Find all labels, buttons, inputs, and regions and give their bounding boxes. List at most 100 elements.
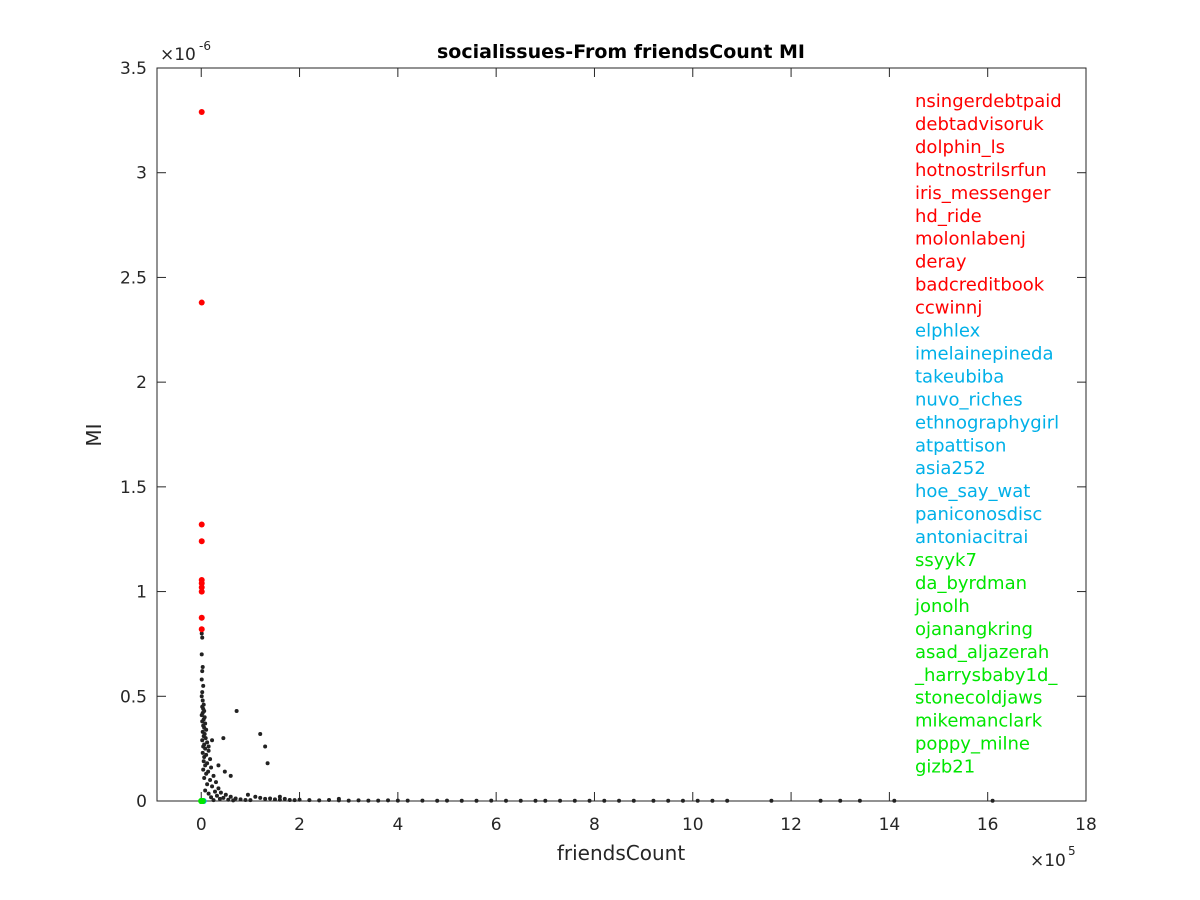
data-point-background [307,798,312,803]
y-multiplier: ×10 -6 [160,39,211,65]
data-point-background [199,631,204,636]
data-point-background [857,798,862,803]
data-point-background [253,794,258,799]
legend-entry: ccwinnj [915,298,982,319]
data-point-background [558,798,563,803]
data-point-background [204,727,209,732]
legend-entry: ssyyk7 [915,550,977,571]
x-multiplier: ×10 5 [1030,844,1076,871]
data-point-background [695,798,700,803]
data-point-background [202,755,207,760]
data-point-background [203,736,208,741]
data-point-background [587,798,592,803]
legend-entry: antoniacitrai [915,527,1028,548]
x-multiplier-exponent: 5 [1068,844,1076,858]
data-point-background [231,798,236,803]
y-axis-label: MI [82,423,106,446]
data-point-background [405,798,410,803]
legend-entry: hoe_say_wat [915,481,1030,502]
x-tick-label: 2 [294,815,305,835]
data-point-background [533,798,538,803]
y-tick-label: 2.5 [120,268,147,288]
data-point-background [710,798,715,803]
data-point-background [213,780,218,785]
y-tick-label: 3 [136,164,147,184]
data-point-background [543,798,548,803]
data-point-background [518,798,523,803]
data-point-background [206,748,211,753]
data-point-background [200,738,205,743]
data-point-background [211,773,216,778]
data-point-background [356,798,361,803]
x-tick-label: 12 [780,815,802,835]
legend-entry: ethnographygirl [915,412,1059,433]
data-point-background [838,798,843,803]
data-point-background [248,798,253,803]
data-point-background [420,798,425,803]
data-point-top [198,626,205,633]
data-point-background [234,708,239,713]
data-point-background [346,798,351,803]
data-point-background [204,771,209,776]
x-multiplier-base: ×10 [1030,851,1066,871]
legend-entry: molonlabenj [915,229,1026,250]
data-point-background [243,797,248,802]
data-point-bottom [198,798,205,804]
data-point-top [198,299,205,306]
y-multiplier-exponent: -6 [199,39,211,53]
y-tick-label: 1.5 [120,478,147,498]
data-point-background [199,713,204,718]
data-point-background [205,782,210,787]
legend-entry: hd_ride [915,206,982,227]
data-point-background [226,797,231,802]
data-point-background [206,791,211,796]
legend-entry: asad_aljazerah [915,642,1049,663]
data-point-background [216,763,221,768]
y-tick-label: 0 [136,792,147,812]
data-point-background [209,765,214,770]
data-point-background [206,744,211,749]
data-point-background [199,694,204,699]
data-point-background [200,719,205,724]
legend-entry: dolphin_ls [915,137,1005,158]
data-point-background [990,798,995,803]
y-tick-label: 2 [136,373,147,393]
data-point-top [198,108,205,115]
data-point-background [666,798,671,803]
data-point-background [203,763,208,768]
data-point-top [198,614,205,621]
data-point-background [199,652,204,657]
data-point-background [277,794,282,799]
data-point-background [210,784,215,789]
data-point-background [245,792,250,797]
legend-entry: paniconosdisc [915,504,1042,525]
data-point-background [263,796,268,801]
data-point-background [218,790,223,795]
data-point-background [435,798,440,803]
data-point-background [292,798,297,803]
chart-title: socialissues-From friendsCount MI [437,41,805,63]
data-point-background [200,690,205,695]
data-point-background [200,750,205,755]
data-point-background [258,731,263,736]
y-multiplier-base: ×10 [160,45,196,65]
data-point-background [213,789,218,794]
legend-entry: debtadvisoruk [915,114,1044,135]
legend-entry: mikemanclark [915,711,1043,732]
data-point-background [228,773,233,778]
x-tick-label: 10 [682,815,704,835]
data-point-background [201,759,206,764]
legend-entry: gizb21 [915,757,975,778]
data-point-background [445,798,450,803]
legend-entry: atpattison [915,435,1006,456]
axis-ticks: 0 2 4 6 8 10 12 14 16 18 0 0.5 1 1.5 2 2.5 3 3.5 [120,59,1097,835]
legend: nsingerdebtpaiddebtadvisorukdolphin_lsho… [914,91,1062,778]
data-point-background [336,796,341,801]
data-point-background [263,744,268,749]
data-point-background [208,778,213,783]
data-point-background [211,798,216,803]
data-point-background [769,798,774,803]
data-point-background [216,786,221,791]
data-point-background [617,798,622,803]
